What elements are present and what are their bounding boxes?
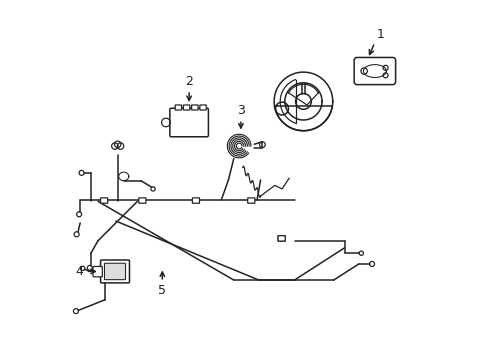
Text: 5: 5 [158, 284, 166, 297]
FancyBboxPatch shape [353, 58, 395, 85]
FancyBboxPatch shape [191, 105, 198, 110]
FancyBboxPatch shape [101, 198, 107, 203]
FancyBboxPatch shape [93, 266, 102, 277]
FancyBboxPatch shape [175, 105, 181, 110]
FancyBboxPatch shape [169, 108, 208, 137]
FancyBboxPatch shape [247, 198, 254, 203]
FancyBboxPatch shape [139, 198, 145, 203]
FancyBboxPatch shape [192, 198, 199, 203]
FancyBboxPatch shape [278, 236, 285, 241]
Text: 2: 2 [185, 75, 193, 88]
FancyBboxPatch shape [104, 263, 125, 280]
FancyBboxPatch shape [101, 260, 129, 283]
FancyBboxPatch shape [278, 236, 285, 241]
FancyBboxPatch shape [200, 105, 206, 110]
Text: 1: 1 [376, 28, 384, 41]
Text: 4: 4 [76, 265, 83, 278]
FancyBboxPatch shape [183, 105, 189, 110]
Text: 3: 3 [237, 104, 244, 117]
